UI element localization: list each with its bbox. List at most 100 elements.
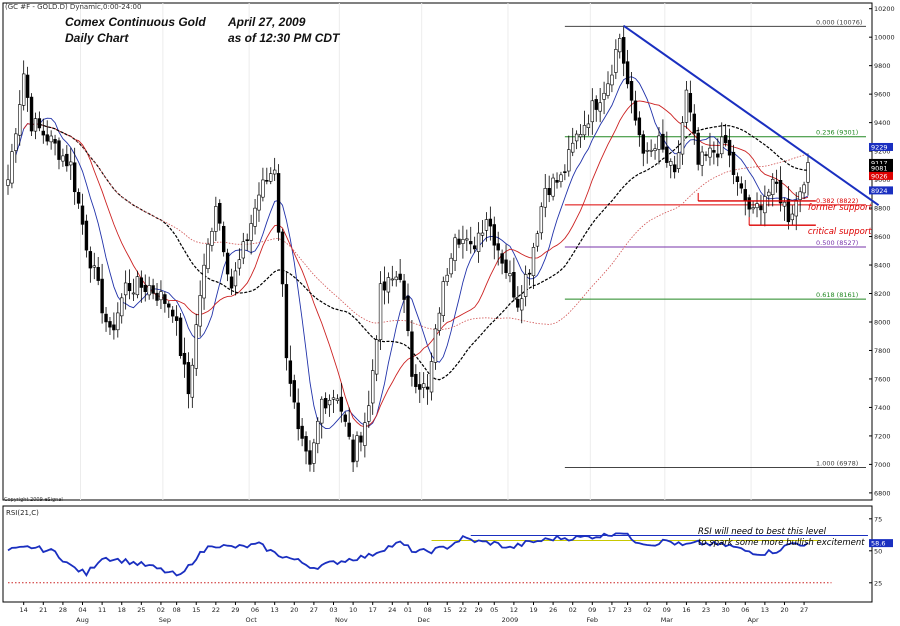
candle-body	[202, 264, 206, 299]
candle-body	[531, 247, 536, 276]
x-tick-label: 06	[741, 606, 749, 614]
candle-body	[547, 187, 551, 196]
rsi-value-tag	[869, 539, 893, 548]
candle-body	[759, 205, 763, 211]
candle-body	[618, 38, 622, 53]
candle-body	[96, 267, 100, 281]
x-tick-label: 16	[682, 606, 690, 614]
candle-body	[221, 225, 226, 253]
candle-body	[508, 273, 512, 277]
candle-body	[351, 439, 355, 463]
candle-body	[429, 361, 434, 393]
rsi-title: RSI(21,C)	[6, 509, 39, 517]
candle-body	[469, 241, 473, 245]
candle-body	[21, 73, 26, 106]
candle-body	[155, 292, 159, 301]
candle-body	[386, 277, 391, 293]
candle-body	[371, 370, 375, 404]
candle-body	[88, 251, 93, 269]
x-tick-label: 30	[722, 606, 730, 614]
candle-body	[425, 386, 430, 390]
candle-body	[590, 100, 595, 123]
price-y-tick-label: 7200	[874, 432, 891, 440]
candle-body	[731, 151, 736, 175]
candle-body	[233, 270, 238, 287]
fib-level-label: 0.000 (10076)	[816, 18, 862, 26]
x-tick-label: 15	[443, 606, 451, 614]
candle-body	[347, 422, 351, 437]
fib-level-label: 0.618 (8161)	[816, 291, 858, 299]
candle-body	[767, 191, 771, 197]
candle-body	[782, 201, 787, 207]
candle-body	[641, 134, 645, 154]
candle-body	[457, 238, 461, 245]
candle-body	[296, 402, 300, 430]
x-tick-label: 26	[549, 606, 557, 614]
price-y-tick-label: 7800	[874, 347, 891, 355]
candles	[6, 25, 810, 473]
candle-body	[92, 265, 96, 268]
candle-body	[774, 181, 779, 184]
price-tag-label: 9229	[871, 143, 888, 151]
candle-body	[535, 233, 540, 247]
candle-body	[669, 161, 673, 166]
candle-body	[751, 207, 755, 210]
candle-body	[555, 180, 559, 183]
candle-body	[523, 274, 528, 297]
x-tick-label: 27	[800, 606, 808, 614]
candle-body	[57, 140, 61, 160]
candle-body	[406, 295, 410, 332]
candle-body	[18, 104, 22, 136]
candle-body	[657, 135, 661, 150]
candle-body	[465, 238, 469, 241]
x-tick-label: 08	[423, 606, 431, 614]
candle-body	[621, 37, 626, 64]
x-tick-label: 19	[529, 606, 537, 614]
x-axis: 14 21 28 04 11 18 25 02 08 15 22 29 06 13 20 27 03 10 17 24…	[3, 601, 872, 624]
rsi-indicator: RSI(21,C) 25 50 75 58.6 RSI will need to best…	[6, 509, 893, 587]
candle-body	[586, 123, 591, 128]
candle-body	[100, 278, 104, 314]
candle-body	[131, 292, 136, 295]
candle-body	[123, 282, 128, 296]
candle-body	[241, 241, 245, 259]
candle-body	[571, 142, 575, 153]
candle-body	[359, 435, 363, 443]
candle-body	[394, 276, 398, 281]
x-tick-label: 09	[588, 606, 596, 614]
x-tick-label: 20	[290, 606, 298, 614]
x-tick-label: 21	[39, 606, 47, 614]
x-tick-label: 20	[780, 606, 788, 614]
x-tick-label: 28	[59, 606, 67, 614]
candle-body	[237, 259, 242, 269]
candle-body	[712, 150, 716, 153]
candle-body	[716, 153, 720, 158]
candle-body	[84, 220, 89, 251]
candle-body	[696, 132, 700, 165]
candle-body	[249, 223, 253, 241]
candle-body	[276, 173, 281, 233]
candle-body	[594, 99, 598, 110]
candle-body	[755, 203, 759, 209]
candle-body	[69, 161, 73, 166]
candle-body	[743, 189, 747, 202]
price-y-tick-label: 10200	[874, 5, 895, 13]
chart-title: Comex Continuous Gold	[65, 15, 206, 29]
x-tick-label: 14	[20, 606, 28, 614]
fib-level-label: 0.236 (9301)	[816, 129, 858, 137]
candle-body	[312, 442, 316, 464]
ma-red-dotted-line	[66, 134, 809, 331]
month-label: Feb	[587, 616, 599, 624]
x-tick-label: 17	[608, 606, 616, 614]
rsi-value-tag-label: 58.6	[871, 540, 885, 548]
chart-subtitle: Daily Chart	[65, 31, 129, 45]
candle-body	[49, 135, 53, 143]
candle-body	[339, 396, 344, 412]
candle-body	[771, 178, 775, 195]
price-y-tick-label: 9600	[874, 91, 891, 99]
price-tag	[869, 171, 893, 180]
month-label: Apr	[747, 616, 759, 624]
candle-body	[453, 237, 457, 261]
